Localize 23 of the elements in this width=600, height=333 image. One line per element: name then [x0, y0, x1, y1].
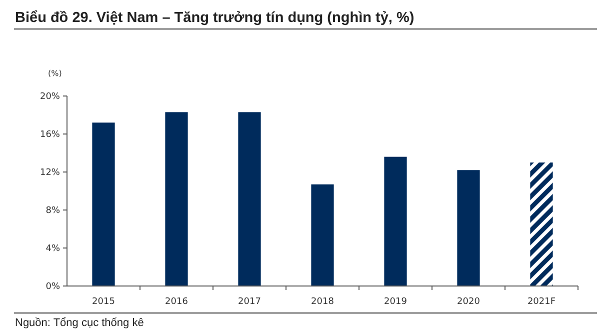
bar [530, 162, 553, 286]
y-tick-label: 20% [40, 92, 60, 102]
y-tick-label: 4% [46, 244, 60, 254]
x-tick-label: 2018 [311, 297, 334, 307]
bar [384, 156, 407, 286]
y-tick-label: 0% [46, 282, 60, 292]
x-tick-label: 2016 [165, 297, 188, 307]
y-axis-title: (%) [48, 69, 62, 78]
bar [92, 122, 115, 286]
x-tick-label: 2015 [92, 297, 115, 307]
text: Nguồn: Tổng cục thống kê [15, 317, 144, 329]
bar [311, 184, 334, 286]
x-tick-label: 2020 [457, 297, 480, 307]
chart-title: Biểu đồ 29. Việt Nam – Tăng trưởng tín dụng (nghìn tỷ, %) [15, 10, 414, 26]
x-tick-label: 2021F [527, 297, 556, 307]
bar [165, 112, 188, 286]
bar [457, 170, 480, 286]
y-tick-label: 8% [46, 206, 60, 216]
bar [238, 112, 261, 286]
x-tick-label: 2017 [238, 297, 261, 307]
y-tick-label: 16% [40, 130, 60, 140]
y-tick-label: 12% [40, 168, 60, 178]
x-tick-label: 2019 [384, 297, 408, 307]
